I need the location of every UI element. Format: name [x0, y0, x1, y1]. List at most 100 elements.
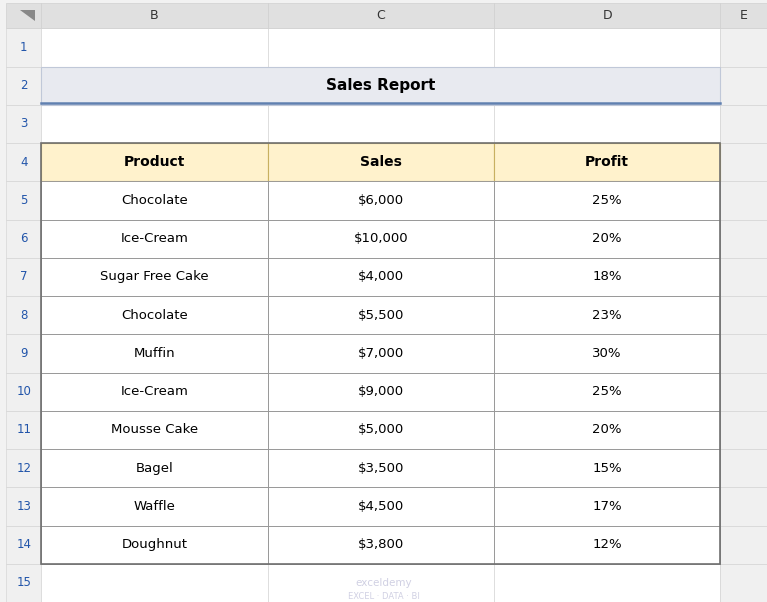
Bar — [494, 373, 720, 411]
Bar — [268, 220, 494, 258]
Bar — [494, 28, 720, 67]
Bar — [268, 449, 494, 487]
Bar — [6, 373, 41, 411]
Bar — [41, 411, 268, 449]
Bar — [494, 143, 720, 181]
Bar — [494, 449, 720, 487]
Text: 4: 4 — [20, 156, 28, 169]
Bar — [268, 67, 494, 105]
Text: 15: 15 — [16, 576, 31, 589]
Bar — [268, 373, 494, 411]
Text: 2: 2 — [20, 79, 28, 92]
Text: 25%: 25% — [592, 385, 622, 398]
Bar — [494, 67, 720, 105]
Bar — [6, 28, 41, 67]
Text: 1: 1 — [20, 41, 28, 54]
Bar — [494, 105, 720, 143]
Text: Ice-Cream: Ice-Cream — [120, 232, 189, 245]
Text: $4,500: $4,500 — [357, 500, 404, 513]
Bar — [494, 411, 720, 449]
Bar — [494, 296, 720, 334]
Bar — [41, 143, 268, 181]
Text: 15%: 15% — [592, 462, 622, 474]
Bar — [41, 143, 720, 563]
Bar — [268, 449, 494, 487]
Bar — [268, 143, 494, 181]
Text: 25%: 25% — [592, 194, 622, 207]
Text: 13: 13 — [16, 500, 31, 513]
Text: 8: 8 — [20, 309, 28, 321]
Text: $4,000: $4,000 — [357, 270, 404, 284]
Text: 6: 6 — [20, 232, 28, 245]
Bar — [6, 296, 41, 334]
Bar — [41, 105, 268, 143]
Bar — [41, 181, 268, 220]
Text: 12%: 12% — [592, 538, 622, 551]
Bar — [268, 105, 494, 143]
Bar — [41, 296, 268, 334]
Bar — [268, 373, 494, 411]
Text: Profit: Profit — [585, 155, 629, 169]
Bar — [6, 449, 41, 487]
Bar — [720, 67, 767, 105]
Bar — [494, 334, 720, 373]
Bar — [41, 449, 268, 487]
Bar — [494, 334, 720, 373]
Text: $7,000: $7,000 — [357, 347, 404, 360]
Bar — [268, 526, 494, 563]
Text: Sales: Sales — [360, 155, 402, 169]
Text: Product: Product — [123, 155, 186, 169]
Bar — [41, 28, 268, 67]
Bar — [494, 220, 720, 258]
Bar — [268, 487, 494, 526]
Bar — [41, 373, 268, 411]
Text: Bagel: Bagel — [136, 462, 173, 474]
Text: 3: 3 — [20, 117, 28, 131]
Bar — [494, 258, 720, 296]
Bar — [494, 220, 720, 258]
Polygon shape — [19, 10, 35, 21]
Text: 5: 5 — [20, 194, 28, 207]
Bar — [6, 67, 41, 105]
Bar — [268, 258, 494, 296]
Bar — [720, 296, 767, 334]
Bar — [41, 143, 268, 181]
Bar — [268, 411, 494, 449]
Bar — [720, 487, 767, 526]
Bar — [41, 563, 268, 602]
Bar — [41, 67, 720, 105]
Text: EXCEL · DATA · BI: EXCEL · DATA · BI — [347, 592, 420, 601]
Bar — [268, 411, 494, 449]
Text: Sugar Free Cake: Sugar Free Cake — [100, 270, 209, 284]
Bar — [268, 296, 494, 334]
Text: exceldemy: exceldemy — [355, 578, 412, 588]
Text: 18%: 18% — [592, 270, 622, 284]
Text: 11: 11 — [16, 423, 31, 436]
Bar — [41, 334, 268, 373]
Text: 23%: 23% — [592, 309, 622, 321]
Bar — [494, 526, 720, 563]
Text: 30%: 30% — [592, 347, 622, 360]
Text: Muffin: Muffin — [133, 347, 176, 360]
Bar — [6, 334, 41, 373]
Text: C: C — [377, 9, 385, 22]
Text: 7: 7 — [20, 270, 28, 284]
Bar — [720, 105, 767, 143]
Bar — [41, 258, 268, 296]
Text: Mousse Cake: Mousse Cake — [111, 423, 198, 436]
Bar — [494, 411, 720, 449]
Bar — [494, 449, 720, 487]
Bar — [41, 296, 268, 334]
Bar — [494, 3, 720, 28]
Bar — [720, 563, 767, 602]
Bar — [494, 258, 720, 296]
Bar — [41, 487, 268, 526]
Text: $3,800: $3,800 — [357, 538, 404, 551]
Text: Sales Report: Sales Report — [326, 78, 436, 93]
Text: $9,000: $9,000 — [357, 385, 404, 398]
Text: Ice-Cream: Ice-Cream — [120, 385, 189, 398]
Bar — [720, 181, 767, 220]
Bar — [268, 143, 494, 181]
Text: 9: 9 — [20, 347, 28, 360]
Bar — [41, 449, 268, 487]
